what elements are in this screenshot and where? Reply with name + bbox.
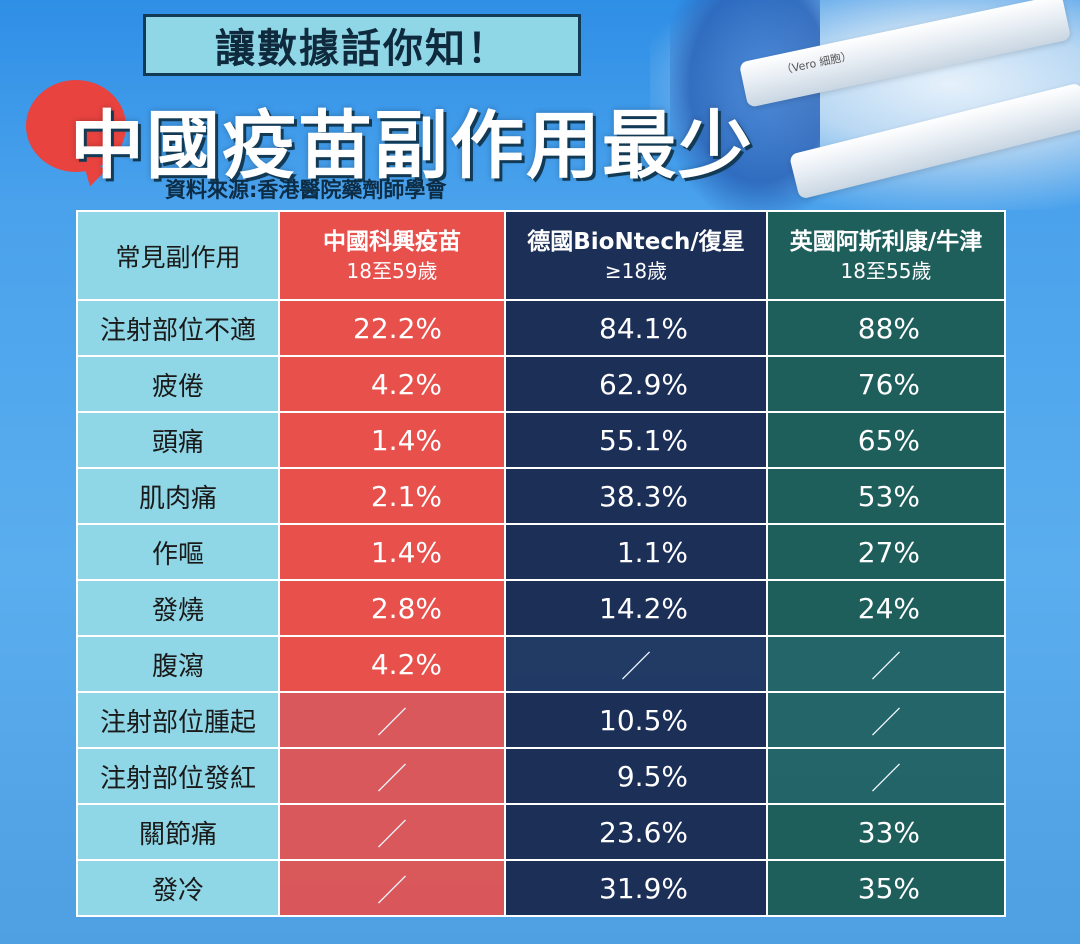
table-row: 肌肉痛 2.1% 38.3% 53% [76,467,1006,525]
table-header-row: 常見副作用 中國科興疫苗 18至59歲 德國BioNtech/復星 ≥18歲 英… [76,210,1006,301]
cell-uk: 53% [766,467,1006,525]
side-effect-label: 作嘔 [76,523,280,581]
cell-china: ／ [278,691,506,749]
header-age-range: 18至55歲 [840,258,932,283]
table-body: 注射部位不適 22.2% 84.1% 88% 疲倦 4.2% 62.9% 76% 頭痛 1.4% 5… [76,299,1006,917]
side-effect-label: 注射部位發紅 [76,747,280,805]
cell-uk: 33% [766,803,1006,861]
cell-china: 1.4% [278,411,506,469]
cell-de: 84.1% [504,299,768,357]
cell-de: ／ [504,635,768,693]
cell-uk: ／ [766,747,1006,805]
syringe-photo: （Vero 細胞） [650,0,1080,210]
side-effect-label: 肌肉痛 [76,467,280,525]
tagline-box: 讓數據話你知！ [143,14,581,76]
cell-de: 1.1% [504,523,768,581]
cell-uk: ／ [766,691,1006,749]
table-row: 發冷／ 31.9% 35% [76,859,1006,917]
table-row: 發燒 2.8% 14.2% 24% [76,579,1006,637]
header-uk-vaccine: 英國阿斯利康/牛津 18至55歲 [766,210,1006,301]
cell-china: 1.4% [278,523,506,581]
cell-uk: 88% [766,299,1006,357]
cell-uk: ／ [766,635,1006,693]
cell-uk: 35% [766,859,1006,917]
table-row: 疲倦 4.2% 62.9% 76% [76,355,1006,413]
cell-china: 2.8% [278,579,506,637]
cell-china: ／ [278,747,506,805]
side-effect-label: 腹瀉 [76,635,280,693]
cell-china: ／ [278,803,506,861]
header-vaccine-name: 德國BioNtech/復星 [527,228,745,255]
header-side-effects: 常見副作用 [76,210,280,301]
cell-china: 4.2% [278,355,506,413]
side-effect-label: 關節痛 [76,803,280,861]
cell-de: 38.3% [504,467,768,525]
cell-china: 2.1% [278,467,506,525]
side-effects-table: 常見副作用 中國科興疫苗 18至59歲 德國BioNtech/復星 ≥18歲 英… [76,210,1006,917]
header-germany-vaccine: 德國BioNtech/復星 ≥18歲 [504,210,768,301]
table-row: 作嘔 1.4% 1.1% 27% [76,523,1006,581]
side-effect-label: 頭痛 [76,411,280,469]
table-row: 腹瀉 4.2% ／／ [76,635,1006,693]
table-row: 注射部位發紅／ 9.5% ／ [76,747,1006,805]
side-effect-label: 注射部位不適 [76,299,280,357]
cell-de: 10.5% [504,691,768,749]
side-effect-label: 發燒 [76,579,280,637]
speech-bubble-icon [26,80,126,172]
cell-uk: 65% [766,411,1006,469]
cell-de: 62.9% [504,355,768,413]
side-effect-label: 注射部位腫起 [76,691,280,749]
table-row: 注射部位不適 22.2% 84.1% 88% [76,299,1006,357]
cell-china: 22.2% [278,299,506,357]
header-vaccine-name: 英國阿斯利康/牛津 [789,228,983,255]
cell-uk: 24% [766,579,1006,637]
syringe-bottom [788,82,1080,200]
cell-uk: 76% [766,355,1006,413]
cell-china: ／ [278,859,506,917]
table-row: 頭痛 1.4% 55.1% 65% [76,411,1006,469]
side-effect-label: 發冷 [76,859,280,917]
cell-de: 14.2% [504,579,768,637]
header-vaccine-name: 中國科興疫苗 [323,228,461,255]
cell-de: 31.9% [504,859,768,917]
cell-de: 9.5% [504,747,768,805]
tagline: 讓數據話你知！ [215,26,509,72]
side-effect-label: 疲倦 [76,355,280,413]
header-label: 常見副作用 [115,242,241,272]
header-china-vaccine: 中國科興疫苗 18至59歲 [278,210,506,301]
header-age-range: 18至59歲 [346,258,438,283]
cell-uk: 27% [766,523,1006,581]
table-row: 關節痛／ 23.6% 33% [76,803,1006,861]
syringe-label: （Vero 細胞） [780,49,854,77]
cell-de: 23.6% [504,803,768,861]
source-note: 資料來源:香港醫院藥劑師學會 [165,178,447,202]
page-title: 中國疫苗副作用最少 [70,103,754,189]
header-age-range: ≥18歲 [604,258,668,283]
cell-china: 4.2% [278,635,506,693]
table-row: 注射部位腫起／ 10.5% ／ [76,691,1006,749]
cell-de: 55.1% [504,411,768,469]
